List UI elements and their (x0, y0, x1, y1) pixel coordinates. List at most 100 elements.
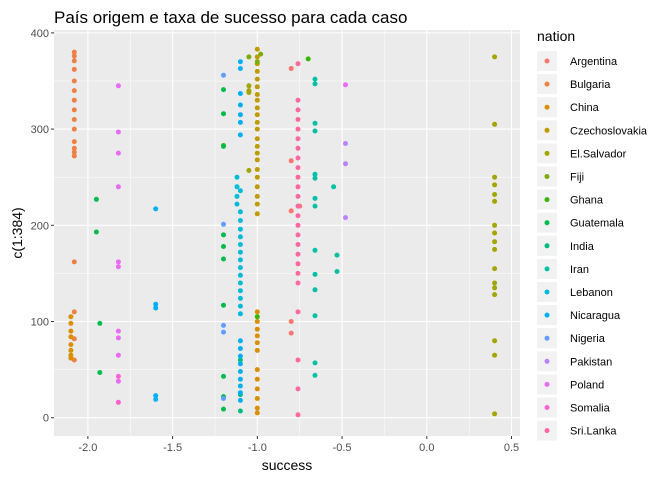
legend-marker (544, 81, 550, 87)
legend-label: Bulgaria (570, 79, 611, 91)
data-point (237, 102, 243, 108)
data-point (305, 56, 311, 62)
data-point (71, 97, 77, 103)
data-point (295, 107, 301, 113)
data-point (237, 66, 243, 71)
data-point (295, 242, 301, 247)
data-point (295, 126, 301, 132)
data-point (254, 126, 260, 132)
legend-marker (544, 428, 550, 434)
x-tick-label: -1.5 (163, 442, 182, 454)
grid-layer (54, 30, 520, 436)
data-point (254, 174, 260, 180)
data-point (258, 51, 264, 57)
chart-title: País origem e taxa de sucesso para cada … (54, 8, 407, 27)
legend-label: Sri.Lanka (570, 426, 617, 438)
legend-title: nation (537, 28, 575, 44)
data-point (295, 61, 301, 67)
x-tick-label: 0.0 (419, 442, 434, 454)
data-point (254, 410, 260, 416)
legend-label: Lebanon (570, 287, 613, 299)
data-point (254, 340, 260, 346)
legend-label: Czechoslovakia (570, 125, 648, 137)
data-point (254, 143, 260, 149)
data-point (237, 112, 243, 118)
data-point (237, 303, 243, 309)
data-point (254, 386, 260, 392)
data-point (312, 372, 318, 378)
data-point (71, 259, 77, 265)
legend-marker (544, 220, 550, 226)
data-point (254, 347, 260, 353)
data-point (221, 373, 226, 379)
data-point (312, 287, 318, 293)
data-point (97, 320, 103, 326)
data-point (115, 264, 121, 270)
data-point (237, 59, 243, 65)
data-point (237, 91, 243, 96)
data-point (295, 270, 301, 276)
data-point (71, 78, 77, 84)
data-point (295, 280, 301, 286)
legend-marker (544, 174, 550, 179)
data-point (254, 68, 260, 74)
data-point (492, 292, 498, 298)
legend-marker (544, 127, 550, 133)
data-point (492, 192, 498, 197)
data-point (237, 357, 243, 363)
data-point (71, 117, 77, 122)
data-point (254, 54, 260, 60)
data-point (492, 239, 498, 245)
data-point (254, 136, 260, 142)
data-point (237, 338, 243, 344)
data-point (68, 314, 74, 320)
data-point (295, 213, 301, 219)
legend-marker (544, 104, 550, 110)
data-point (93, 196, 99, 202)
legend-label: Iran (570, 264, 589, 276)
legend-label: Fiji (570, 172, 584, 184)
data-point (295, 261, 301, 267)
legend-label: India (570, 241, 595, 253)
x-tick-label: -0.5 (333, 442, 352, 454)
data-point (237, 288, 243, 294)
y-axis-title: c(1:384) (9, 207, 25, 258)
data-point (312, 313, 318, 319)
data-point (234, 184, 240, 190)
data-point (492, 280, 498, 286)
data-point (254, 97, 260, 103)
legend-marker (544, 358, 550, 364)
data-point (237, 397, 243, 403)
data-point (295, 174, 301, 180)
data-point (237, 265, 243, 271)
data-point (153, 301, 159, 307)
data-point (237, 369, 243, 374)
data-point (115, 328, 121, 334)
data-point (331, 184, 337, 190)
data-point (492, 222, 498, 228)
data-point (246, 90, 252, 95)
data-point (492, 246, 498, 252)
data-point (254, 46, 260, 52)
x-tick-label: -1.0 (248, 442, 267, 454)
data-point (254, 314, 260, 320)
data-point (492, 54, 498, 60)
data-point (115, 83, 121, 89)
legend-label: Nicaragua (570, 310, 621, 322)
data-point (288, 330, 294, 336)
legend-marker (544, 335, 550, 341)
data-point (246, 83, 252, 89)
data-point (295, 165, 301, 171)
data-point (68, 355, 74, 361)
legend-label: Ghana (570, 195, 604, 207)
data-point (221, 72, 226, 78)
data-point (492, 411, 498, 417)
data-point (254, 92, 260, 97)
legend-label: China (570, 102, 600, 114)
data-point (295, 232, 301, 238)
data-point (237, 242, 243, 247)
data-point (221, 143, 226, 149)
legend-marker (544, 405, 550, 410)
legend-marker (544, 197, 550, 203)
data-point (237, 295, 243, 301)
